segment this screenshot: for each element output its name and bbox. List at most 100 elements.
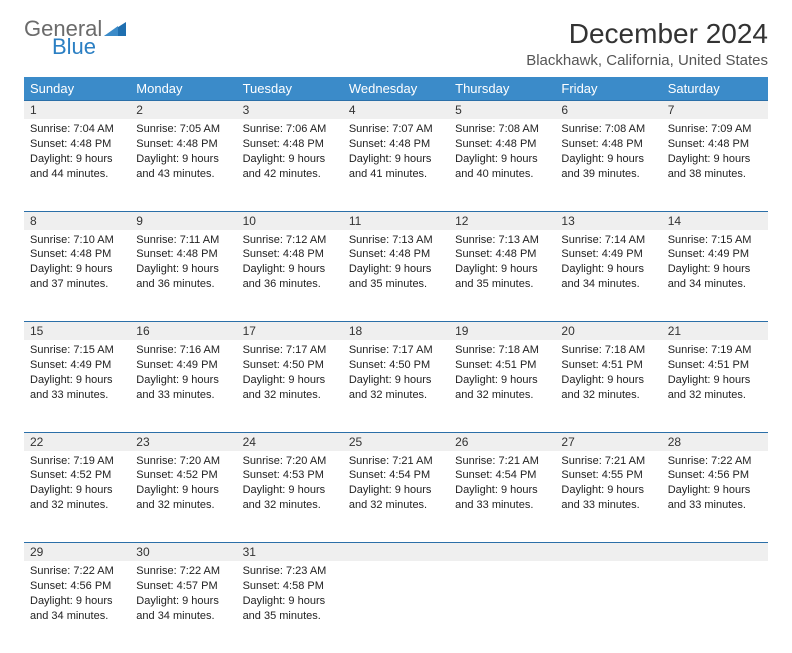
sunset-text: Sunset: 4:56 PM bbox=[30, 579, 124, 594]
weekday-header-row: Sunday Monday Tuesday Wednesday Thursday… bbox=[24, 77, 768, 101]
sunrise-text: Sunrise: 7:22 AM bbox=[30, 564, 124, 579]
sunrise-text: Sunrise: 7:21 AM bbox=[561, 454, 655, 469]
sunset-text: Sunset: 4:48 PM bbox=[455, 247, 549, 262]
sunset-text: Sunset: 4:48 PM bbox=[561, 137, 655, 152]
daylight-text: and 41 minutes. bbox=[349, 167, 443, 182]
day-number-cell: 22 bbox=[24, 432, 130, 451]
day-body-cell: Sunrise: 7:13 AMSunset: 4:48 PMDaylight:… bbox=[343, 230, 449, 322]
day-number-cell: 28 bbox=[662, 432, 768, 451]
day-body-cell: Sunrise: 7:14 AMSunset: 4:49 PMDaylight:… bbox=[555, 230, 661, 322]
day-number-cell: 14 bbox=[662, 211, 768, 230]
daylight-text: Daylight: 9 hours bbox=[668, 483, 762, 498]
weekday-header: Sunday bbox=[24, 77, 130, 101]
weekday-header: Saturday bbox=[662, 77, 768, 101]
sunrise-text: Sunrise: 7:18 AM bbox=[455, 343, 549, 358]
sunset-text: Sunset: 4:49 PM bbox=[668, 247, 762, 262]
day-body-cell: Sunrise: 7:18 AMSunset: 4:51 PMDaylight:… bbox=[449, 340, 555, 432]
day-number-cell: 15 bbox=[24, 322, 130, 341]
sunrise-text: Sunrise: 7:14 AM bbox=[561, 233, 655, 248]
day-body-row: Sunrise: 7:04 AM Sunset: 4:48 PM Daylight:… bbox=[24, 119, 768, 211]
daylight-text: Daylight: 9 hours bbox=[243, 483, 337, 498]
daylight-text: Daylight: 9 hours bbox=[136, 373, 230, 388]
day-number: 11 bbox=[349, 214, 361, 228]
day-number-cell: 27 bbox=[555, 432, 661, 451]
daylight-text: Daylight: 9 hours bbox=[455, 483, 549, 498]
logo-text-blue: Blue bbox=[52, 36, 126, 58]
sunrise-text: Sunrise: 7:11 AM bbox=[136, 233, 230, 248]
day-number-row: 15161718192021 bbox=[24, 322, 768, 341]
sunset-text: Sunset: 4:57 PM bbox=[136, 579, 230, 594]
day-number-cell: 16 bbox=[130, 322, 236, 341]
day-body-row: Sunrise: 7:10 AMSunset: 4:48 PMDaylight:… bbox=[24, 230, 768, 322]
sunset-text: Sunset: 4:49 PM bbox=[561, 247, 655, 262]
calendar-table: Sunday Monday Tuesday Wednesday Thursday… bbox=[24, 77, 768, 653]
sunset-text: Sunset: 4:48 PM bbox=[136, 247, 230, 262]
logo: General Blue bbox=[24, 18, 126, 58]
day-number-cell bbox=[662, 543, 768, 562]
day-number: 7 bbox=[668, 103, 675, 117]
sunrise-text: Sunrise: 7:08 AM bbox=[455, 122, 549, 137]
sunrise-text: Sunrise: 7:19 AM bbox=[668, 343, 762, 358]
daylight-text: and 34 minutes. bbox=[30, 609, 124, 624]
day-body-cell: Sunrise: 7:17 AMSunset: 4:50 PMDaylight:… bbox=[343, 340, 449, 432]
day-body-cell: Sunrise: 7:06 AMSunset: 4:48 PMDaylight:… bbox=[237, 119, 343, 211]
day-number: 17 bbox=[243, 324, 256, 338]
sunset-text: Sunset: 4:48 PM bbox=[243, 247, 337, 262]
sunset-text: Sunset: 4:55 PM bbox=[561, 468, 655, 483]
daylight-text: and 32 minutes. bbox=[561, 388, 655, 403]
day-number-row: 293031 bbox=[24, 543, 768, 562]
day-number-cell: 1 bbox=[24, 101, 130, 120]
weekday-header: Friday bbox=[555, 77, 661, 101]
daylight-text: Daylight: 9 hours bbox=[349, 262, 443, 277]
day-number: 26 bbox=[455, 435, 468, 449]
sunrise-text: Sunrise: 7:04 AM bbox=[30, 122, 124, 137]
day-body-cell bbox=[662, 561, 768, 653]
sunrise-text: Sunrise: 7:23 AM bbox=[243, 564, 337, 579]
day-number-cell: 20 bbox=[555, 322, 661, 341]
daylight-text: Daylight: 9 hours bbox=[349, 373, 443, 388]
day-number-cell bbox=[555, 543, 661, 562]
day-number: 28 bbox=[668, 435, 681, 449]
day-number: 21 bbox=[668, 324, 681, 338]
daylight-text: and 37 minutes. bbox=[30, 277, 124, 292]
day-number: 27 bbox=[561, 435, 574, 449]
sunset-text: Sunset: 4:51 PM bbox=[668, 358, 762, 373]
day-body-cell: Sunrise: 7:15 AMSunset: 4:49 PMDaylight:… bbox=[662, 230, 768, 322]
sunrise-text: Sunrise: 7:06 AM bbox=[243, 122, 337, 137]
sunset-text: Sunset: 4:49 PM bbox=[136, 358, 230, 373]
day-number: 19 bbox=[455, 324, 468, 338]
daylight-text: Daylight: 9 hours bbox=[136, 152, 230, 167]
sunset-text: Sunset: 4:48 PM bbox=[243, 137, 337, 152]
daylight-text: Daylight: 9 hours bbox=[455, 373, 549, 388]
day-number: 3 bbox=[243, 103, 250, 117]
sunset-text: Sunset: 4:48 PM bbox=[349, 137, 443, 152]
daylight-text: Daylight: 9 hours bbox=[136, 594, 230, 609]
day-body-cell: Sunrise: 7:19 AMSunset: 4:51 PMDaylight:… bbox=[662, 340, 768, 432]
daylight-text: Daylight: 9 hours bbox=[668, 373, 762, 388]
day-number: 12 bbox=[455, 214, 468, 228]
day-body-cell bbox=[343, 561, 449, 653]
day-number-cell: 10 bbox=[237, 211, 343, 230]
daylight-text: and 33 minutes. bbox=[668, 498, 762, 513]
daylight-text: Daylight: 9 hours bbox=[349, 483, 443, 498]
day-number-cell: 2 bbox=[130, 101, 236, 120]
sunrise-text: Sunrise: 7:17 AM bbox=[349, 343, 443, 358]
day-body-cell: Sunrise: 7:09 AMSunset: 4:48 PMDaylight:… bbox=[662, 119, 768, 211]
day-body-cell: Sunrise: 7:16 AMSunset: 4:49 PMDaylight:… bbox=[130, 340, 236, 432]
daylight-text: and 32 minutes. bbox=[136, 498, 230, 513]
day-body-cell: Sunrise: 7:19 AMSunset: 4:52 PMDaylight:… bbox=[24, 451, 130, 543]
sunrise-text: Sunrise: 7:22 AM bbox=[136, 564, 230, 579]
weekday-header: Tuesday bbox=[237, 77, 343, 101]
day-number: 24 bbox=[243, 435, 256, 449]
day-number: 4 bbox=[349, 103, 356, 117]
day-number-cell: 4 bbox=[343, 101, 449, 120]
day-number-row: 891011121314 bbox=[24, 211, 768, 230]
day-number: 16 bbox=[136, 324, 149, 338]
daylight-text: and 44 minutes. bbox=[30, 167, 124, 182]
sunrise-text: Sunrise: 7:20 AM bbox=[243, 454, 337, 469]
sunset-text: Sunset: 4:48 PM bbox=[668, 137, 762, 152]
day-number-cell: 24 bbox=[237, 432, 343, 451]
daylight-text: and 35 minutes. bbox=[243, 609, 337, 624]
day-number: 8 bbox=[30, 214, 37, 228]
day-body-cell: Sunrise: 7:12 AMSunset: 4:48 PMDaylight:… bbox=[237, 230, 343, 322]
